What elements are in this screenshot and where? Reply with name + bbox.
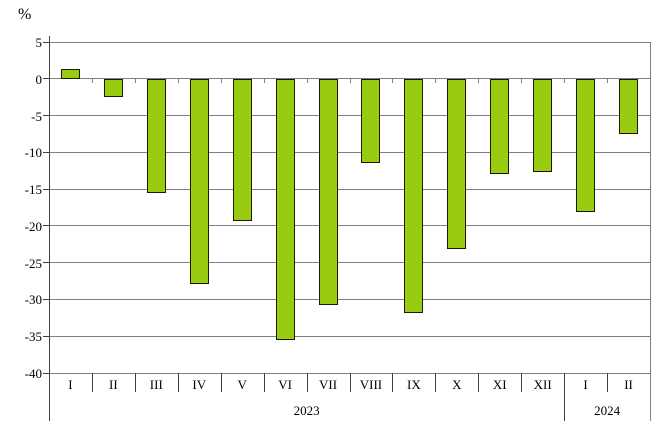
bar-V-4 <box>232 78 252 222</box>
zero-line-category-tick <box>263 78 265 83</box>
month-label: VI <box>278 377 292 392</box>
y-axis-tick <box>43 41 49 43</box>
bar-XII-11 <box>533 78 553 173</box>
month-boundary-tick <box>478 373 480 392</box>
year-boundary-tick <box>564 373 566 421</box>
month-label: X <box>452 377 462 392</box>
month-boundary-tick <box>521 373 523 392</box>
y-tick-label: -35 <box>24 329 42 345</box>
zero-line-category-tick <box>435 78 437 83</box>
y-axis-tick <box>43 115 49 117</box>
zero-line-category-tick <box>564 78 566 83</box>
month-label: IV <box>192 377 207 392</box>
month-boundary-tick <box>392 373 394 392</box>
month-label: XII <box>533 377 552 392</box>
month-boundary-tick <box>607 373 609 392</box>
y-tick-label: -15 <box>24 182 42 198</box>
year-label: 2024 <box>594 403 621 418</box>
zero-line-category-tick <box>220 78 222 83</box>
y-axis-tick <box>43 225 49 227</box>
month-boundary-tick <box>349 373 351 392</box>
bar-VII-6 <box>318 78 338 306</box>
bar-II-1 <box>103 78 123 98</box>
month-label: IX <box>407 377 421 392</box>
bar-III-2 <box>146 78 166 193</box>
month-boundary-tick <box>435 373 437 392</box>
y-axis-line <box>49 36 50 421</box>
y-tick-label: 0 <box>35 71 43 87</box>
bar-I-0 <box>60 69 80 79</box>
y-gridline <box>49 115 650 117</box>
y-gridline <box>49 335 650 337</box>
y-tick-label: -25 <box>24 255 42 271</box>
zero-line-category-tick <box>177 78 179 83</box>
year-label: 2023 <box>293 403 320 418</box>
zero-line-category-tick <box>392 78 394 83</box>
y-axis-unit-label: % <box>18 6 32 23</box>
y-tick-label: -30 <box>24 292 42 308</box>
bar-I-12 <box>576 78 596 212</box>
bar-VIII-7 <box>361 78 381 164</box>
bar-VI-5 <box>275 78 295 340</box>
y-axis-tick <box>43 335 49 337</box>
y-axis-tick <box>43 78 49 80</box>
month-label: III <box>149 377 163 392</box>
y-gridline <box>49 188 650 190</box>
month-boundary-tick <box>91 373 93 392</box>
month-label: VIII <box>359 377 383 392</box>
y-axis-tick <box>43 298 49 300</box>
month-boundary-tick <box>177 373 179 392</box>
bar-X-9 <box>447 78 467 250</box>
month-boundary-tick <box>263 373 265 392</box>
y-axis-tick <box>43 151 49 153</box>
month-label: I <box>583 377 588 392</box>
plot-border-right <box>650 42 651 421</box>
zero-line-category-tick <box>521 78 523 83</box>
month-label: XI <box>492 377 507 392</box>
zero-line-category-tick <box>607 78 609 83</box>
zero-line-category-tick <box>306 78 308 83</box>
zero-line-category-tick <box>478 78 480 83</box>
y-axis-tick <box>43 372 49 374</box>
month-label: I <box>68 377 73 392</box>
y-tick-label: -5 <box>31 108 42 124</box>
y-gridline <box>49 41 650 43</box>
bar-IX-8 <box>404 78 424 314</box>
month-label: II <box>109 377 118 392</box>
y-gridline <box>49 298 650 300</box>
y-gridline <box>49 151 650 153</box>
y-axis-tick <box>43 188 49 190</box>
y-tick-label: -20 <box>24 218 42 234</box>
y-tick-label: 5 <box>35 35 43 50</box>
month-label: VII <box>319 377 338 392</box>
y-tick-label: -10 <box>24 145 42 161</box>
bar-II-13 <box>619 78 639 134</box>
zero-line-category-tick <box>91 78 93 83</box>
y-gridline <box>49 225 650 227</box>
month-boundary-tick <box>306 373 308 392</box>
month-label: V <box>237 377 247 392</box>
zero-line-category-tick <box>134 78 136 83</box>
y-gridline <box>49 262 650 264</box>
month-boundary-tick <box>220 373 222 392</box>
month-label: II <box>624 377 633 392</box>
month-boundary-tick <box>134 373 136 392</box>
zero-line-category-tick <box>349 78 351 83</box>
bar-IV-3 <box>189 78 209 284</box>
bar-XI-10 <box>490 78 510 175</box>
y-axis-tick <box>43 262 49 264</box>
y-tick-label: -40 <box>24 366 42 381</box>
